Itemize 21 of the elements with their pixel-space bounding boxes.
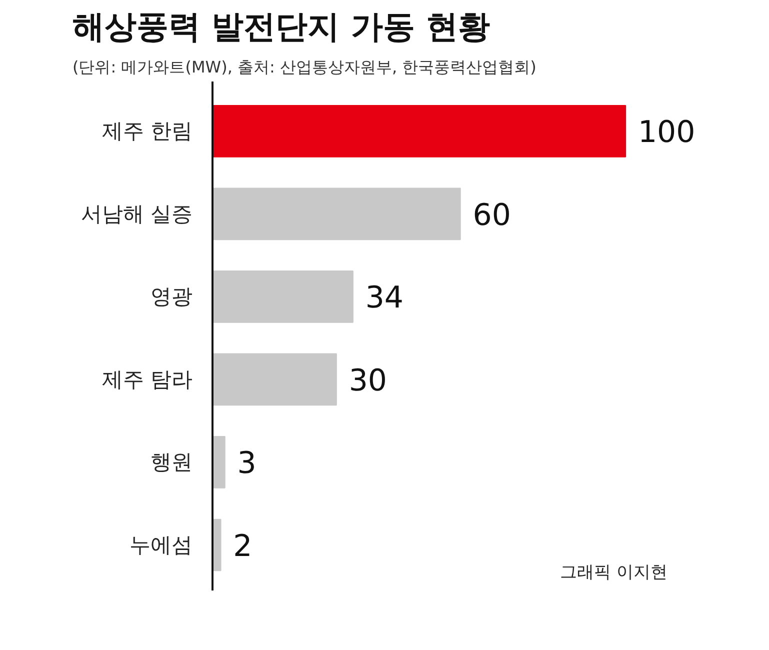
data-label: 34 [365,280,404,316]
y-tick-label: 영광 [150,284,192,309]
data-label: 100 [638,115,696,150]
annotation: 그래픽 이지현 [560,562,668,582]
bar [212,353,337,406]
y-tick-label: 서남해 실증 [80,202,193,226]
bar [212,518,222,572]
chart-subtitle: (단위: 메가와트(MW), 출처: 산업통상자원부, 한국풍력산업협회) [72,58,536,76]
bar [212,188,461,240]
bar [212,436,226,488]
bar [212,105,626,158]
data-label: 3 [237,446,256,482]
chart-title: 해상풍력 발전단지 가동 현황 [72,8,490,46]
y-tick-label: 행원 [150,450,192,474]
data-label: 60 [472,198,511,233]
data-label: 2 [233,528,252,564]
y-tick-label: 누에섬 [130,532,192,557]
bar [212,270,354,323]
data-label: 30 [348,363,388,398]
y-tick-label: 제주 한림 [102,119,193,144]
y-tick-label: 제주 탐라 [102,367,193,392]
